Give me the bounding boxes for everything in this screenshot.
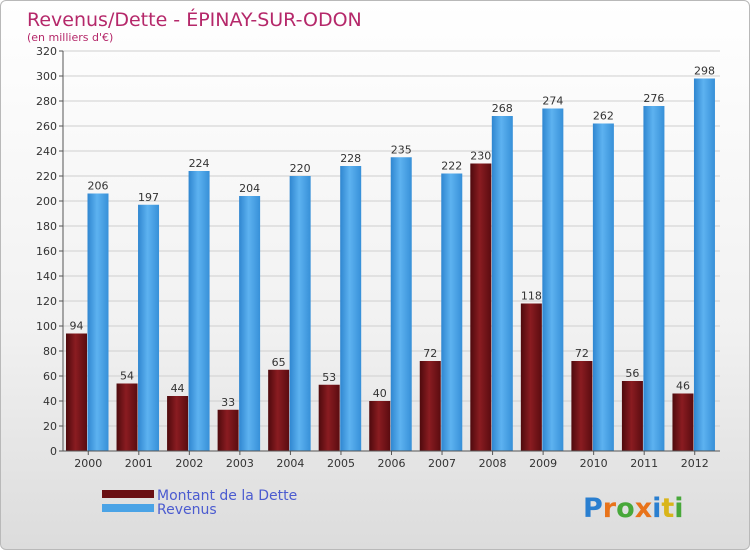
- debt-bar: [167, 396, 189, 451]
- svg-text:Proxiti: Proxiti: [583, 493, 684, 524]
- x-axis: 2000 2001 2002 2003 2004 2005 2006 2007 2008 2009…: [63, 450, 720, 470]
- data-label: 65: [272, 356, 286, 369]
- data-label: 197: [138, 191, 159, 204]
- proxiti-logo: Proxiti: [583, 493, 684, 524]
- bars: 94 206 54 197 44 224 33 204 65 220 53 228 40 235 72 222…: [66, 65, 715, 451]
- data-label: 72: [423, 347, 437, 360]
- revenus-bar: [592, 123, 614, 451]
- data-label: 54: [120, 370, 134, 383]
- legend-label-revenus: Revenus: [157, 502, 217, 518]
- y-tick-label: 240: [36, 145, 57, 158]
- debt-bar: [621, 381, 643, 451]
- data-label: 222: [441, 160, 462, 173]
- revenus-bar: [693, 78, 715, 451]
- x-tick-label: 2012: [681, 457, 709, 470]
- x-tick-label: 2008: [479, 457, 507, 470]
- debt-bar: [672, 393, 694, 451]
- debt-bar: [318, 384, 340, 451]
- y-tick-label: 80: [43, 345, 57, 358]
- y-tick-label: 140: [36, 270, 57, 283]
- debt-bar: [470, 163, 492, 451]
- debt-bar: [419, 361, 441, 451]
- revenus-bar: [239, 196, 261, 451]
- data-label: 206: [88, 180, 109, 193]
- revenus-bar: [491, 116, 513, 451]
- revenus-bar: [87, 193, 109, 451]
- debt-bar: [116, 383, 138, 451]
- y-tick-label: 60: [43, 370, 57, 383]
- debt-bar: [268, 369, 290, 451]
- revenus-bar: [340, 166, 362, 451]
- data-label: 268: [492, 102, 513, 115]
- y-tick-label: 20: [43, 420, 57, 433]
- data-label: 235: [391, 143, 412, 156]
- data-label: 204: [239, 182, 260, 195]
- legend-swatch-debt: [102, 490, 154, 498]
- y-axis: 0 20 40 60 80 100 120 140 160 180 200 220 240 260 280 3…: [36, 45, 64, 458]
- revenus-bar: [188, 171, 210, 451]
- x-tick-label: 2004: [276, 457, 304, 470]
- data-label: 118: [521, 290, 542, 303]
- x-tick-label: 2000: [74, 457, 102, 470]
- data-label: 298: [694, 65, 715, 78]
- data-label: 228: [340, 152, 361, 165]
- debt-bar: [66, 333, 87, 451]
- y-tick-label: 220: [36, 170, 57, 183]
- revenus-bar: [138, 204, 160, 451]
- x-tick-label: 2001: [125, 457, 153, 470]
- y-tick-label: 40: [43, 395, 57, 408]
- legend: Montant de la Dette Revenus: [102, 488, 297, 518]
- legend-swatch-revenus: [102, 504, 154, 512]
- legend-label-debt: Montant de la Dette: [157, 488, 297, 504]
- x-tick-label: 2006: [378, 457, 406, 470]
- y-tick-label: 120: [36, 295, 57, 308]
- x-tick-label: 2002: [175, 457, 203, 470]
- y-tick-label: 0: [50, 445, 57, 458]
- y-tick-label: 320: [36, 45, 57, 58]
- data-label: 274: [542, 95, 563, 108]
- revenus-bar: [289, 176, 311, 451]
- data-label: 230: [470, 150, 491, 163]
- revenus-bar: [643, 106, 665, 451]
- chart-subtitle: (en milliers d'€): [27, 31, 113, 44]
- data-label: 276: [643, 92, 664, 105]
- y-tick-label: 100: [36, 320, 57, 333]
- debt-bar: [520, 303, 542, 451]
- revenus-bar: [542, 108, 564, 451]
- data-label: 262: [593, 110, 614, 123]
- data-label: 44: [171, 382, 185, 395]
- x-tick-label: 2009: [529, 457, 557, 470]
- data-label: 224: [189, 157, 210, 170]
- x-tick-label: 2003: [226, 457, 254, 470]
- revenus-bar: [390, 157, 412, 451]
- x-tick-label: 2005: [327, 457, 355, 470]
- y-tick-label: 300: [36, 70, 57, 83]
- data-label: 33: [221, 396, 235, 409]
- y-tick-label: 280: [36, 95, 57, 108]
- y-tick-label: 180: [36, 220, 57, 233]
- data-label: 94: [70, 320, 84, 333]
- data-label: 46: [676, 380, 690, 393]
- data-label: 53: [322, 371, 336, 384]
- data-label: 40: [373, 387, 387, 400]
- revenus-bar: [441, 173, 463, 451]
- data-label: 220: [290, 162, 311, 175]
- chart-title: Revenus/Dette - ÉPINAY-SUR-ODON: [27, 8, 362, 31]
- x-tick-label: 2010: [580, 457, 608, 470]
- y-tick-label: 160: [36, 245, 57, 258]
- debt-bar: [369, 401, 391, 451]
- x-tick-label: 2007: [428, 457, 456, 470]
- debt-bar: [571, 361, 593, 451]
- y-tick-label: 260: [36, 120, 57, 133]
- data-label: 72: [575, 347, 589, 360]
- debt-bar: [217, 409, 239, 451]
- y-tick-label: 200: [36, 195, 57, 208]
- data-label: 56: [625, 367, 639, 380]
- x-tick-label: 2011: [630, 457, 658, 470]
